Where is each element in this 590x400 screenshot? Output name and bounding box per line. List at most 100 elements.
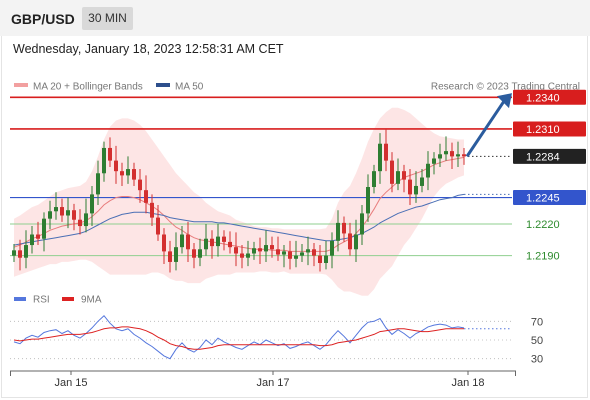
candle: [342, 216, 346, 242]
candle: [18, 239, 22, 271]
candle: [210, 230, 214, 259]
candle-body: [366, 187, 370, 214]
ma50-legend-label: MA 50: [175, 82, 204, 93]
bollinger-band: [14, 107, 464, 296]
forecast-arrow: [465, 93, 512, 158]
candle: [162, 228, 166, 265]
candle: [378, 133, 382, 184]
candle: [108, 137, 112, 167]
candle: [84, 198, 88, 233]
candle-body: [276, 249, 280, 255]
candle-body: [78, 219, 82, 227]
ma20-legend-swatch: [14, 83, 28, 87]
candle: [42, 212, 46, 252]
candle: [102, 141, 106, 182]
candle: [168, 240, 172, 273]
candle-body: [330, 240, 334, 256]
candle: [138, 169, 142, 203]
candle: [360, 204, 364, 246]
candle: [198, 238, 202, 267]
candle: [462, 147, 466, 165]
candle: [318, 245, 322, 272]
rsi-ma-legend-swatch: [62, 297, 74, 301]
candle-body: [72, 210, 76, 220]
rsi-ma-legend-label: 9MA: [81, 295, 102, 306]
current-price-label-bg: [513, 148, 586, 164]
candle-body: [384, 143, 388, 161]
candle: [216, 223, 220, 257]
resistance-label: 1.2340: [526, 92, 560, 104]
candle-body: [438, 154, 442, 159]
candle-body: [48, 211, 52, 219]
candle: [300, 244, 304, 262]
candle-body: [372, 171, 376, 187]
candle: [438, 143, 442, 167]
candle: [390, 152, 394, 193]
candle-body: [198, 249, 202, 258]
candle: [24, 230, 28, 269]
candle: [54, 192, 58, 220]
ma50-line: [13, 193, 465, 246]
timeframe-button[interactable]: 30 MIN: [82, 7, 133, 30]
candle-body: [306, 249, 310, 253]
time-axis-label: Jan 18: [451, 377, 484, 389]
candle-body: [378, 143, 382, 172]
candle-body: [120, 171, 124, 176]
candle-body: [96, 173, 100, 195]
rsi-tick-label: 70: [531, 316, 543, 328]
candle: [126, 156, 130, 184]
rsi-ma-line: [13, 326, 464, 350]
candle-body: [192, 249, 196, 258]
candle: [408, 169, 412, 205]
candle-body: [126, 169, 130, 176]
candle-body: [102, 147, 106, 174]
candle: [222, 230, 226, 251]
candle-body: [60, 207, 64, 216]
candle: [252, 241, 256, 260]
candle-body: [360, 213, 364, 235]
candle-body: [252, 248, 256, 254]
candle: [204, 223, 208, 256]
candle: [456, 141, 460, 167]
candle: [336, 210, 340, 252]
pivot-label: 1.2190: [526, 251, 560, 263]
candle: [330, 232, 334, 269]
candle: [36, 221, 40, 246]
candle: [396, 158, 400, 191]
legend-rsi: RSI 9MA: [14, 295, 102, 306]
candle-body: [12, 250, 16, 256]
candle: [264, 230, 268, 262]
candle-body: [402, 171, 406, 180]
candle-body: [294, 255, 298, 259]
moving-averages: [13, 156, 512, 252]
legend-top: MA 20 + Bollinger Bands MA 50 Research ©…: [14, 82, 580, 93]
candle-body: [264, 245, 268, 252]
candle: [366, 174, 370, 222]
candle: [402, 164, 406, 193]
candle: [48, 200, 52, 230]
candle: [288, 240, 292, 270]
rsi-legend-label: RSI: [33, 295, 50, 306]
candle-body: [54, 207, 58, 212]
candle-body: [414, 185, 418, 195]
resistance-label-bg: [513, 89, 586, 105]
candle-body: [18, 250, 22, 258]
candle-body: [234, 247, 238, 254]
candle-body: [270, 245, 274, 250]
candle: [234, 232, 238, 267]
candle-body: [180, 234, 184, 248]
support-label-bg: [513, 190, 586, 206]
candle-body: [30, 234, 34, 246]
candle: [294, 240, 298, 268]
pivot-label: 1.2220: [526, 219, 560, 231]
rsi-line: [13, 314, 465, 360]
rsi-tick-label: 30: [531, 354, 543, 366]
candle: [246, 240, 250, 267]
candles: [12, 128, 466, 273]
candle: [450, 142, 454, 170]
candle: [432, 152, 436, 175]
candle-body: [210, 238, 214, 247]
candle-body: [288, 251, 292, 259]
candle: [282, 245, 286, 268]
